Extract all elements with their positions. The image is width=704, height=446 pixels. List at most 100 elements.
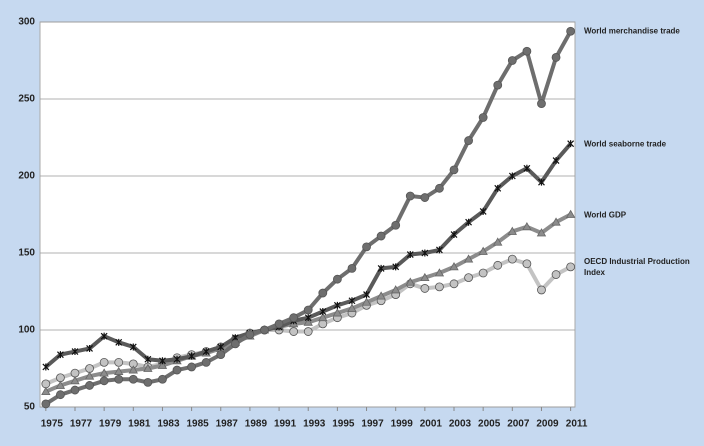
marker — [449, 279, 459, 289]
marker — [522, 259, 532, 269]
marker — [522, 222, 532, 231]
marker — [552, 157, 560, 165]
x-tick-label: 2005 — [478, 419, 501, 430]
marker — [143, 363, 153, 372]
marker — [551, 270, 561, 279]
marker — [56, 373, 65, 383]
marker — [405, 277, 415, 286]
marker — [303, 327, 313, 336]
x-tick-label: 1987 — [216, 419, 239, 430]
marker — [260, 325, 269, 335]
marker — [406, 251, 414, 259]
marker — [114, 366, 124, 375]
marker — [507, 226, 518, 235]
marker — [245, 330, 255, 340]
marker — [566, 26, 576, 36]
marker — [56, 390, 65, 400]
marker — [522, 46, 532, 56]
plot-area — [39, 21, 576, 408]
x-tick-label: 2003 — [449, 419, 472, 430]
marker — [188, 352, 196, 360]
marker — [230, 339, 240, 349]
y-tick-label: 300 — [18, 17, 35, 28]
marker — [216, 350, 226, 360]
marker — [289, 327, 299, 336]
marker — [508, 172, 516, 180]
marker — [435, 282, 444, 292]
x-tick-label: 1989 — [245, 419, 268, 430]
legend-label: World GDP — [584, 210, 627, 219]
x-tick-label: 1999 — [391, 419, 414, 430]
marker — [507, 254, 517, 264]
marker — [405, 191, 415, 201]
marker — [420, 284, 430, 293]
marker — [465, 218, 473, 226]
marker — [435, 183, 444, 193]
y-tick-label: 200 — [18, 171, 35, 182]
marker — [187, 362, 197, 372]
marker — [463, 254, 474, 263]
marker — [536, 228, 547, 237]
marker — [144, 355, 152, 363]
marker — [478, 113, 488, 122]
marker — [84, 371, 95, 380]
marker — [523, 164, 531, 172]
marker — [42, 363, 50, 371]
y-tick-label: 50 — [24, 402, 36, 413]
marker — [99, 376, 109, 386]
marker — [436, 246, 443, 254]
marker — [129, 343, 137, 351]
marker — [332, 308, 343, 317]
marker — [507, 56, 517, 65]
marker — [99, 368, 109, 377]
marker — [420, 193, 430, 202]
marker — [41, 399, 51, 409]
marker — [217, 343, 225, 351]
x-tick-label: 2001 — [420, 419, 443, 430]
marker — [201, 357, 211, 367]
marker — [71, 348, 79, 356]
marker — [41, 386, 51, 395]
marker — [332, 274, 342, 284]
marker — [347, 303, 357, 312]
x-tick-label: 1997 — [361, 419, 384, 430]
marker — [347, 263, 357, 273]
marker — [434, 268, 445, 277]
marker — [85, 381, 94, 390]
marker — [274, 319, 284, 329]
x-tick-label: 1985 — [186, 419, 209, 430]
y-tick-label: 100 — [18, 325, 35, 336]
x-tick-label: 1979 — [99, 419, 122, 430]
legend-label: World merchandise trade — [584, 26, 680, 36]
y-tick-label: 250 — [18, 94, 35, 105]
marker — [86, 344, 93, 352]
x-tick-label: 1993 — [303, 419, 326, 430]
marker — [303, 305, 313, 315]
marker — [100, 332, 108, 340]
marker — [128, 374, 138, 384]
x-tick-label: 1991 — [274, 419, 297, 430]
marker — [362, 242, 371, 252]
marker — [115, 338, 123, 346]
marker — [478, 246, 488, 255]
x-tick-label: 1981 — [128, 419, 151, 430]
marker — [128, 365, 138, 374]
x-tick-label: 1983 — [157, 419, 180, 430]
marker — [464, 136, 473, 145]
marker — [55, 380, 66, 389]
marker — [157, 360, 168, 369]
y-tick-label: 150 — [18, 248, 35, 259]
marker — [70, 385, 80, 395]
marker — [376, 291, 386, 300]
marker — [537, 285, 546, 295]
marker — [421, 249, 429, 257]
marker — [567, 140, 575, 148]
marker — [70, 368, 80, 378]
marker — [494, 184, 502, 192]
marker — [319, 308, 327, 316]
marker — [377, 264, 385, 272]
marker — [376, 231, 386, 241]
marker — [333, 301, 341, 309]
